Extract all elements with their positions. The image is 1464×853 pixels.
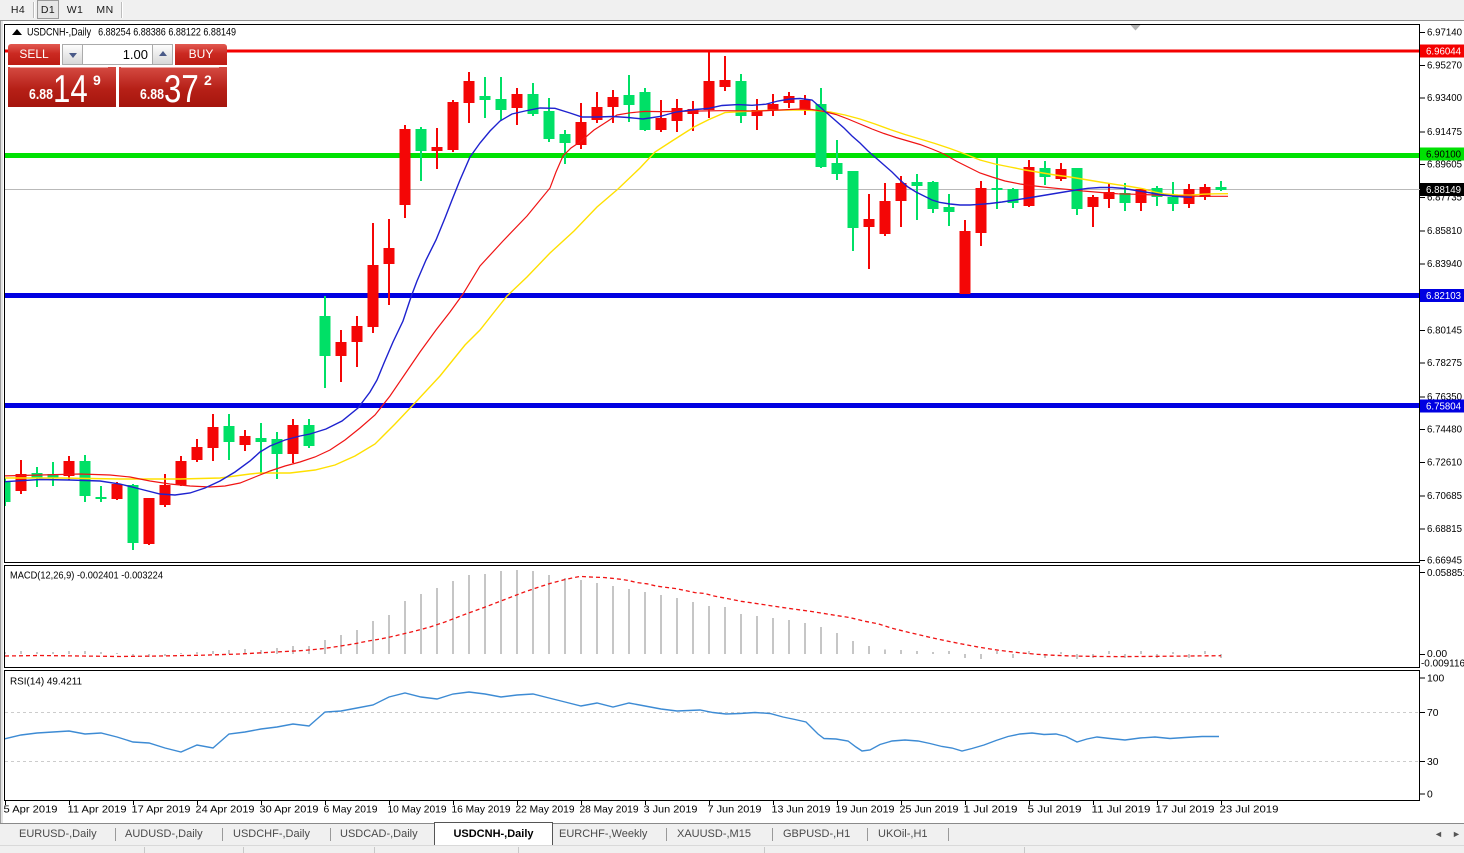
svg-text:22 May 2019: 22 May 2019: [516, 805, 575, 816]
svg-text:5 Jul 2019: 5 Jul 2019: [1028, 805, 1082, 816]
svg-text:0: 0: [1427, 790, 1433, 801]
svg-text:6.89605: 6.89605: [1427, 160, 1462, 171]
svg-text:11 Jul 2019: 11 Jul 2019: [1092, 805, 1151, 816]
svg-text:0.00: 0.00: [1427, 649, 1447, 660]
svg-text:6.68815: 6.68815: [1427, 524, 1462, 535]
svg-text:6.75804: 6.75804: [1426, 402, 1461, 413]
svg-text:6 May 2019: 6 May 2019: [324, 805, 378, 816]
svg-text:30 Apr 2019: 30 Apr 2019: [260, 805, 319, 816]
svg-text:13 Jun 2019: 13 Jun 2019: [772, 805, 831, 816]
svg-text:-0.009116: -0.009116: [1421, 659, 1464, 670]
svg-text:3 Jun 2019: 3 Jun 2019: [644, 805, 698, 816]
svg-text:1 Jul 2019: 1 Jul 2019: [964, 805, 1018, 816]
svg-text:MACD(12,26,9) -0.002401 -0.003: MACD(12,26,9) -0.002401 -0.003224: [10, 571, 163, 582]
svg-text:7 Jun 2019: 7 Jun 2019: [708, 805, 762, 816]
svg-text:10 May 2019: 10 May 2019: [388, 805, 447, 816]
svg-text:6.72610: 6.72610: [1427, 458, 1462, 469]
svg-text:0.058851: 0.058851: [1427, 568, 1464, 579]
svg-text:6.70685: 6.70685: [1427, 491, 1462, 502]
svg-text:5 Apr 2019: 5 Apr 2019: [4, 805, 58, 816]
svg-text:24 Apr 2019: 24 Apr 2019: [196, 805, 255, 816]
svg-text:6.88149: 6.88149: [1426, 185, 1461, 196]
svg-text:17 Apr 2019: 17 Apr 2019: [132, 805, 191, 816]
svg-text:6.78275: 6.78275: [1427, 358, 1462, 369]
svg-text:70: 70: [1427, 708, 1439, 719]
svg-text:19 Jun 2019: 19 Jun 2019: [836, 805, 895, 816]
svg-text:100: 100: [1427, 674, 1444, 685]
svg-text:6.87735: 6.87735: [1427, 192, 1462, 203]
svg-text:6.96044: 6.96044: [1426, 47, 1461, 58]
svg-text:6.90100: 6.90100: [1426, 150, 1461, 161]
svg-text:11 Apr 2019: 11 Apr 2019: [68, 805, 127, 816]
svg-text:6.80145: 6.80145: [1427, 325, 1462, 336]
svg-text:25 Jun 2019: 25 Jun 2019: [900, 805, 959, 816]
svg-text:30: 30: [1427, 757, 1439, 768]
svg-text:6.76350: 6.76350: [1427, 392, 1462, 403]
svg-text:6.91475: 6.91475: [1427, 127, 1462, 138]
svg-text:6.83940: 6.83940: [1427, 259, 1462, 270]
svg-text:6.97140: 6.97140: [1427, 28, 1462, 39]
svg-text:USDCNH-,Daily 6.88254 6.88386: USDCNH-,Daily 6.88254 6.88386 6.88122 6.…: [27, 27, 236, 39]
svg-text:6.95270: 6.95270: [1427, 60, 1462, 71]
svg-text:23 Jul 2019: 23 Jul 2019: [1220, 805, 1279, 816]
svg-text:16 May 2019: 16 May 2019: [452, 805, 511, 816]
svg-text:28 May 2019: 28 May 2019: [580, 805, 639, 816]
svg-text:6.82103: 6.82103: [1426, 291, 1461, 302]
svg-text:6.93400: 6.93400: [1427, 93, 1462, 104]
svg-text:6.74480: 6.74480: [1427, 425, 1462, 436]
svg-text:17 Jul 2019: 17 Jul 2019: [1156, 805, 1215, 816]
svg-text:6.66945: 6.66945: [1427, 556, 1462, 567]
svg-text:RSI(14) 49.4211: RSI(14) 49.4211: [10, 677, 82, 688]
svg-text:6.85810: 6.85810: [1427, 226, 1462, 237]
